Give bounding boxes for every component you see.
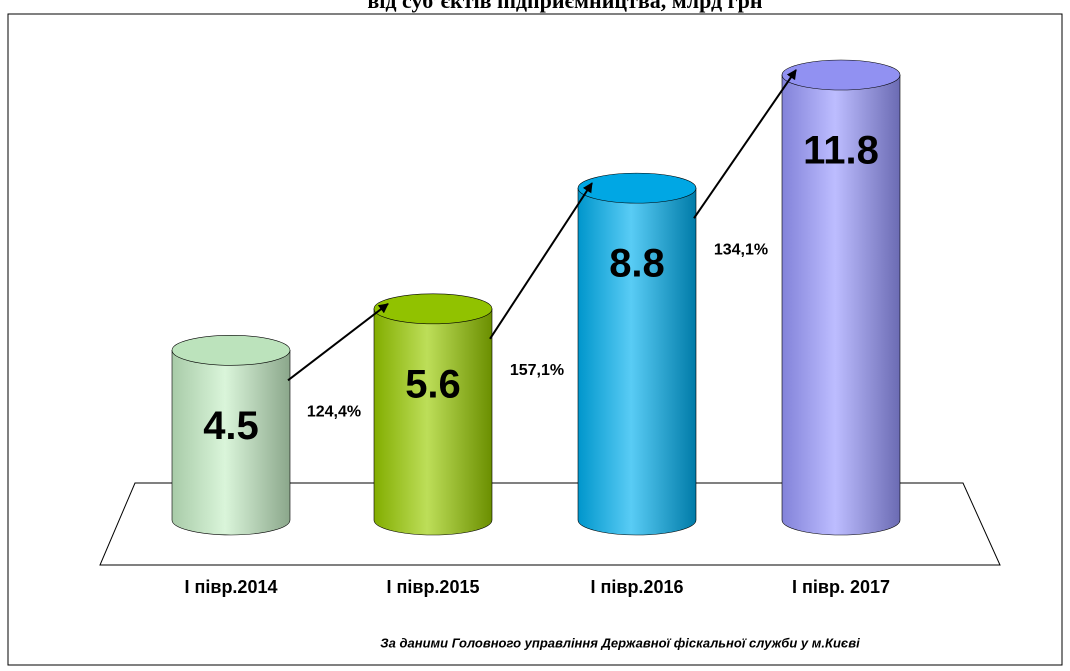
source-note: За даними Головного управління Державної…	[380, 635, 860, 650]
chart-title: від суб’єктів підприємництва, млрд грн	[367, 0, 762, 13]
x-tick-label: І півр.2016	[591, 577, 684, 597]
growth-arrow	[287, 303, 389, 382]
x-tick-label: І півр. 2017	[792, 577, 890, 597]
frame	[7, 13, 1063, 666]
growth-label: 157,1%	[510, 362, 564, 379]
cylinder	[577, 187, 697, 536]
x-tick-label: І півр.2015	[387, 577, 480, 597]
value-label: 8.8	[609, 242, 665, 286]
cylinder	[781, 74, 901, 536]
x-tick-label: І півр.2014	[185, 577, 278, 597]
growth-label: 124,4%	[307, 404, 361, 421]
value-label: 4.5	[203, 404, 259, 448]
cylinder	[171, 349, 291, 536]
growth-arrow	[489, 182, 593, 340]
cylinder-top	[171, 334, 291, 366]
cylinder-top	[781, 59, 901, 91]
growth-arrow	[693, 69, 797, 219]
growth-label: 134,1%	[714, 241, 768, 258]
value-label: 5.6	[405, 362, 461, 406]
cylinder-top	[577, 172, 697, 204]
value-label: 11.8	[803, 129, 879, 173]
cylinder-top	[373, 293, 493, 325]
cylinder	[373, 308, 493, 536]
